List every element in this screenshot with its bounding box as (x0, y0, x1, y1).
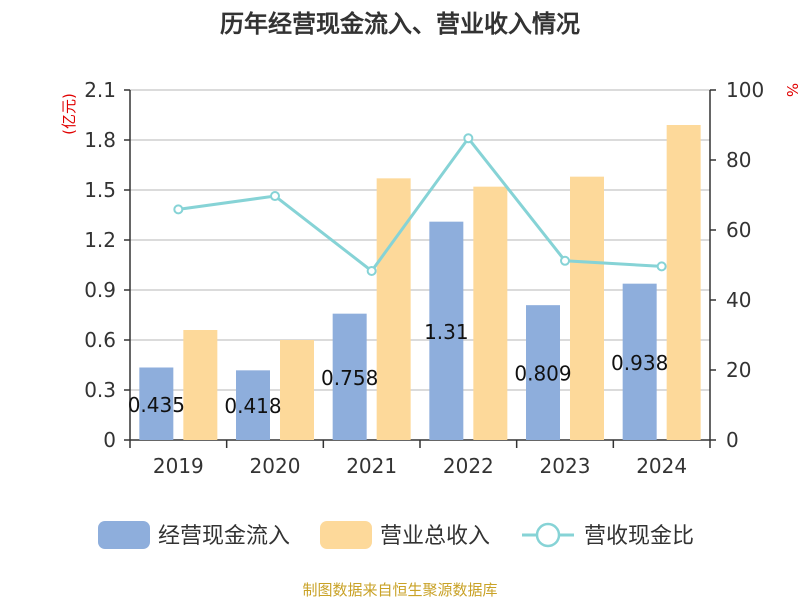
legend-item[interactable]: 经营现金流入 (98, 521, 290, 549)
bar-cash-inflow (332, 313, 367, 440)
bar-revenue (376, 178, 411, 441)
bar-cash-inflow (526, 305, 560, 440)
legend-marker (535, 522, 561, 548)
bar-cash-inflow (622, 283, 657, 440)
legend-item[interactable]: 营收现金比 (522, 522, 694, 549)
legend-label: 经营现金流入 (158, 524, 290, 549)
x-tick-label: 2022 (443, 454, 494, 478)
chart-title: 历年经营现金流入、营业收入情况 (220, 10, 580, 38)
y-right-tick-label: 60 (726, 218, 751, 242)
line-point (270, 191, 280, 202)
y-left-tick-label: 1.2 (84, 228, 116, 252)
y-left-tick-label: 0.3 (84, 378, 116, 402)
y-left-tick-label: 2.1 (84, 78, 116, 102)
y-right-unit: % (783, 83, 800, 97)
bar-data-label: 0.758 (321, 366, 378, 390)
x-tick-label: 2019 (153, 454, 204, 478)
legend-swatch (98, 521, 150, 549)
legend-swatch (320, 521, 372, 549)
line-point (560, 255, 570, 266)
y-left-tick-label: 0.9 (84, 278, 116, 302)
legend-label: 营业总收入 (380, 524, 490, 549)
bar-revenue (570, 176, 604, 440)
legend-item[interactable]: 营业总收入 (320, 521, 490, 549)
bar-cash-inflow (236, 370, 270, 440)
bar-cash-inflow (429, 221, 464, 440)
line-ratio (178, 135, 662, 274)
x-tick-label: 2023 (540, 454, 591, 478)
line-point (366, 265, 377, 276)
x-tick-label: 2020 (250, 454, 301, 478)
bar-data-label: 0.435 (128, 393, 185, 417)
legend-label: 营收现金比 (584, 524, 694, 549)
bar-data-label: 1.31 (424, 320, 469, 344)
line-point (463, 133, 474, 144)
bar-revenue (280, 340, 314, 440)
y-left-unit: (亿元) (60, 93, 78, 135)
y-left-tick-label: 1.5 (84, 178, 116, 202)
bar-data-label: 0.809 (514, 362, 571, 386)
y-right-tick-label: 0 (726, 428, 739, 452)
line-point (173, 204, 184, 215)
y-left-tick-label: 0 (103, 428, 116, 452)
source-note: 制图数据来自恒生聚源数据库 (302, 581, 497, 599)
bar-data-label: 0.938 (611, 351, 668, 375)
y-left-tick-label: 1.8 (84, 128, 116, 152)
bar-cash-inflow (139, 367, 174, 440)
y-right-tick-label: 100 (726, 78, 764, 102)
y-right-tick-label: 80 (726, 148, 751, 172)
bar-data-label: 0.418 (224, 394, 281, 418)
y-left-tick-label: 0.6 (84, 328, 116, 352)
bar-revenue (473, 186, 508, 440)
line-point (656, 261, 667, 272)
bar-revenue (183, 330, 218, 440)
bar-revenue (666, 125, 701, 440)
y-right-tick-label: 40 (726, 288, 751, 312)
x-tick-label: 2021 (346, 454, 397, 478)
x-tick-label: 2024 (636, 454, 687, 478)
y-right-tick-label: 20 (726, 358, 751, 382)
